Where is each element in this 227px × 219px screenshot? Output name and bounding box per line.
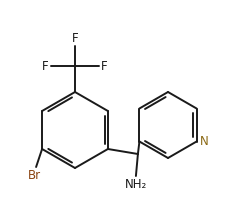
Text: F: F	[42, 60, 49, 72]
Text: N: N	[199, 135, 207, 148]
Text: F: F	[101, 60, 107, 72]
Text: Br: Br	[27, 169, 40, 182]
Text: F: F	[71, 32, 78, 45]
Text: NH₂: NH₂	[124, 178, 146, 191]
